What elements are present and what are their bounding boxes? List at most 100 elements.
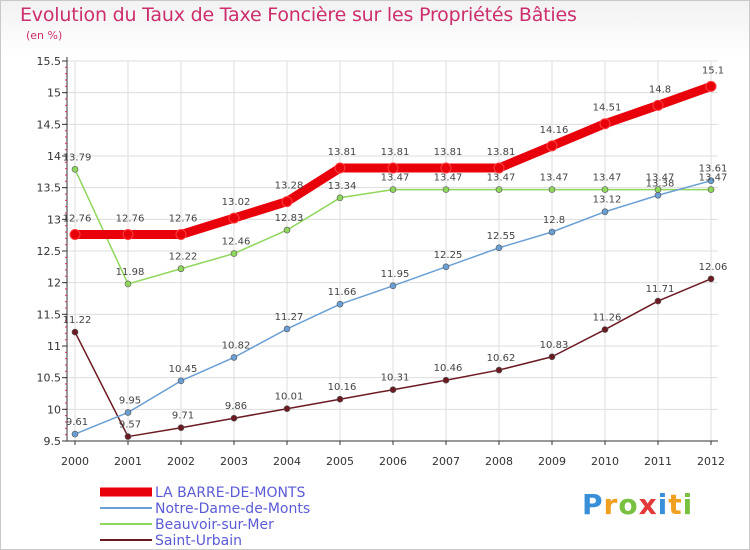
data-point xyxy=(601,208,609,216)
data-label: 10.31 xyxy=(381,373,410,384)
data-point xyxy=(283,226,291,234)
data-label: 13.47 xyxy=(381,173,410,184)
data-point xyxy=(652,99,664,111)
y-tick-label: 11 xyxy=(47,340,61,353)
data-label: 10.82 xyxy=(222,340,251,351)
proxiti-logo: Proxiti xyxy=(582,488,694,521)
y-tick-label: 12.5 xyxy=(37,245,62,258)
x-tick-label: 2000 xyxy=(61,455,89,468)
x-tick-label: 2005 xyxy=(326,455,354,468)
data-label: 11.95 xyxy=(381,269,410,280)
data-label: 13.61 xyxy=(699,164,728,175)
data-label: 11.22 xyxy=(63,315,92,326)
data-point xyxy=(230,414,238,422)
data-point xyxy=(230,250,238,257)
data-label: 9.61 xyxy=(66,417,88,428)
y-tick-label: 13 xyxy=(47,213,61,226)
data-label: 12.55 xyxy=(487,231,516,242)
data-label: 15.1 xyxy=(702,65,724,76)
y-tick-label: 10 xyxy=(47,403,61,416)
data-point xyxy=(336,300,344,308)
data-point xyxy=(389,282,397,290)
y-tick-label: 13.5 xyxy=(37,182,62,195)
unit-label: (en %) xyxy=(26,29,63,42)
data-label: 9.95 xyxy=(119,396,141,407)
data-point xyxy=(442,376,450,384)
data-point xyxy=(175,229,187,241)
data-label: 13.28 xyxy=(275,181,304,192)
data-point xyxy=(124,433,132,440)
data-label: 12.76 xyxy=(169,214,198,225)
data-label: 13.81 xyxy=(434,147,463,158)
data-label: 13.47 xyxy=(540,173,569,184)
data-label: 9.57 xyxy=(119,420,141,431)
data-label: 10.45 xyxy=(169,364,198,375)
legend-label: Notre-Dame-de-Monts xyxy=(155,501,310,517)
x-tick-label: 2012 xyxy=(697,455,725,468)
y-tick-label: 12 xyxy=(47,277,61,290)
x-tick-label: 2004 xyxy=(273,455,301,468)
data-label: 13.38 xyxy=(646,178,675,189)
data-point xyxy=(601,326,609,333)
x-tick-label: 2008 xyxy=(485,455,513,468)
data-label: 10.83 xyxy=(540,340,569,351)
data-label: 13.02 xyxy=(222,197,251,208)
data-point xyxy=(389,186,397,193)
data-point xyxy=(495,366,503,374)
data-point xyxy=(495,244,503,252)
data-label: 10.46 xyxy=(434,363,463,374)
data-label: 14.51 xyxy=(593,103,622,114)
data-point xyxy=(283,325,291,333)
data-label: 11.26 xyxy=(593,313,622,324)
data-label: 11.66 xyxy=(328,287,357,298)
x-tick-label: 2010 xyxy=(591,455,619,468)
data-label: 11.71 xyxy=(646,284,675,295)
y-tick-label: 15 xyxy=(47,87,61,100)
data-point xyxy=(599,118,611,130)
legend-label: Saint-Urbain xyxy=(155,533,242,549)
x-tick-label: 2006 xyxy=(379,455,407,468)
data-point xyxy=(389,386,397,394)
data-point xyxy=(283,405,291,413)
data-point xyxy=(69,229,81,241)
data-point xyxy=(707,177,715,184)
data-label: 12.22 xyxy=(169,252,198,263)
data-point xyxy=(122,229,134,241)
data-point xyxy=(548,186,556,193)
data-point xyxy=(281,196,293,208)
data-point xyxy=(707,275,715,283)
data-point xyxy=(705,80,717,92)
data-point xyxy=(548,228,556,236)
data-point xyxy=(493,162,505,174)
data-point xyxy=(124,280,132,288)
data-label: 13.47 xyxy=(699,173,728,184)
data-label: 13.81 xyxy=(487,147,516,158)
x-tick-label: 2007 xyxy=(432,455,460,468)
data-label: 10.62 xyxy=(487,353,516,364)
data-label: 13.47 xyxy=(434,173,463,184)
data-point xyxy=(601,186,609,193)
data-label: 13.81 xyxy=(328,147,357,158)
data-point xyxy=(546,140,558,152)
data-point xyxy=(177,424,185,432)
data-label: 13.81 xyxy=(381,147,410,158)
data-point xyxy=(71,430,79,438)
data-label: 10.01 xyxy=(275,392,304,403)
data-point xyxy=(707,186,715,193)
data-label: 11.98 xyxy=(116,267,145,278)
y-tick-label: 9.5 xyxy=(44,435,62,448)
data-label: 13.47 xyxy=(593,173,622,184)
data-label: 12.46 xyxy=(222,237,251,248)
data-point xyxy=(336,395,344,403)
data-label: 13.34 xyxy=(328,181,357,192)
data-point xyxy=(495,186,503,193)
data-point xyxy=(654,191,662,199)
data-label: 12.76 xyxy=(116,214,145,225)
x-tick-label: 2003 xyxy=(220,455,248,468)
data-point xyxy=(442,263,450,271)
data-point xyxy=(334,162,346,174)
data-label: 11.27 xyxy=(275,312,304,323)
x-tick-label: 2009 xyxy=(538,455,566,468)
